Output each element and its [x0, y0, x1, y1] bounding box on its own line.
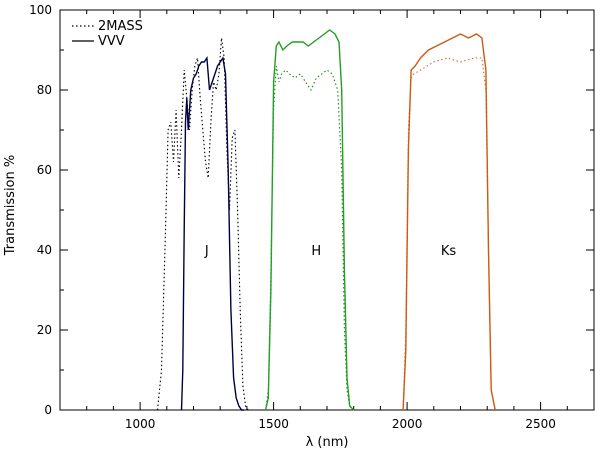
y-axis-title: Transmission %: [3, 155, 18, 256]
y-tick-label: 40: [37, 243, 52, 257]
axes: [59, 9, 595, 411]
series-line-vvv-h: [264, 29, 355, 411]
band-label-j: J: [204, 244, 209, 259]
legend-label-vvv: VVV: [98, 34, 125, 49]
y-tick-label: 80: [37, 83, 52, 97]
x-tick-label: 1000: [125, 417, 156, 431]
x-tick-label: 2000: [392, 417, 423, 431]
x-tick-label: 1500: [258, 417, 289, 431]
y-tick-label: 100: [29, 3, 52, 17]
series-line-2mass-ks: [402, 57, 496, 411]
series-line-2mass-h: [265, 65, 355, 411]
series-line-2mass-j: [156, 37, 249, 411]
series-line-vvv-ks: [402, 33, 496, 411]
band-label-ks: Ks: [441, 244, 457, 259]
band-labels: J H Ks: [204, 244, 456, 259]
y-tick-label: 0: [44, 403, 52, 417]
band-label-h: H: [311, 244, 321, 259]
x-tick-label: 2500: [525, 417, 556, 431]
x-axis-title: λ (nm): [306, 435, 349, 450]
plot-frame: [59, 9, 595, 411]
y-tick-label: 60: [37, 163, 52, 177]
series-line-vvv-j: [180, 55, 245, 411]
series-layer: [156, 29, 496, 411]
y-tick-label: 20: [37, 323, 52, 337]
legend-label-2mass: 2MASS: [98, 19, 143, 34]
ticks: 1000 1500 2000 2500 0 20 40 60 80 100: [29, 3, 594, 431]
